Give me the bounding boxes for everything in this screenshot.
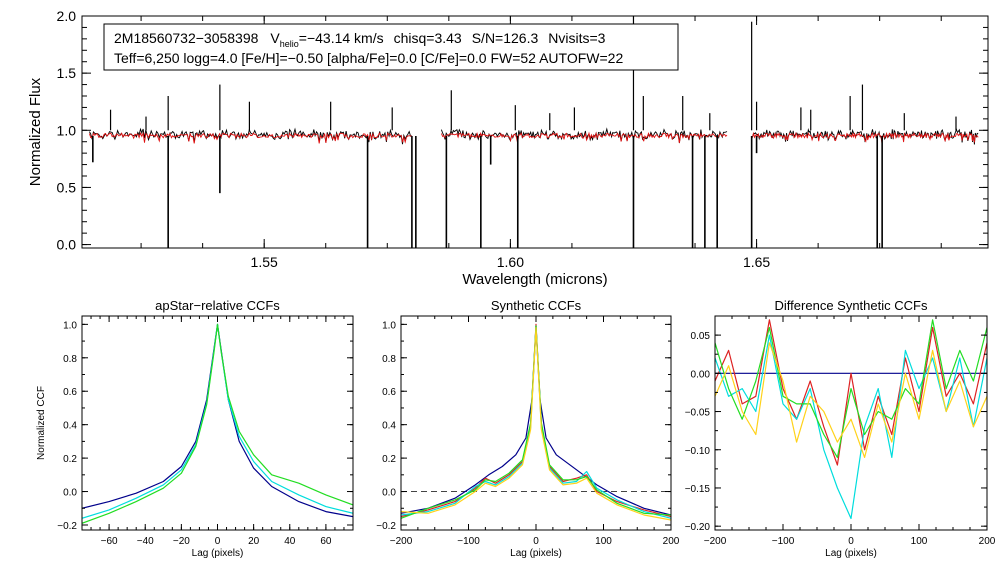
snr-value: S/N=126.3 [472, 30, 539, 46]
y-tick-label: −0.2 [57, 521, 77, 532]
star-id: 2M18560732−3058398 [114, 30, 259, 46]
x-axis-title: Lag (pixels) [510, 548, 562, 559]
plot-area [715, 319, 987, 520]
y-tick-label: 2.0 [57, 8, 77, 24]
y-tick-label: 0.6 [382, 387, 396, 398]
y-tick-label: 0.2 [382, 454, 396, 465]
model-spectrum-chip-1 [88, 131, 412, 144]
series-visit-3 [401, 325, 671, 519]
x-tick-label: 1.65 [743, 254, 770, 270]
y-tick-label: 0.2 [63, 454, 77, 465]
spectrum-panel: 1.55 1.60 1.65 0.0 0.5 1.0 1.5 2.0 Wavelength (m… [27, 8, 989, 288]
x-tick-label: 100 [911, 536, 928, 547]
y-tick-label: −0.2 [376, 521, 396, 532]
x-tick-label: −100 [772, 536, 795, 547]
y-tick-label: −0.05 [685, 408, 711, 419]
series-visit-4 [715, 342, 987, 458]
y-tick-label: 0.6 [63, 387, 77, 398]
legend-line-2: Teff=6,250 logg=4.0 [Fe/H]=−0.50 [alpha/… [114, 50, 623, 66]
x-tick-label: 1.60 [497, 254, 524, 270]
chisq-value: chisq=3.43 [394, 30, 462, 46]
x-tick-label: 20 [248, 536, 260, 547]
plot-area [82, 323, 353, 524]
synthetic-ccf-panel: −200 −100 0 100 200 −0.2 0.0 0.2 0.4 0.6 0.8 1.0 Syn… [376, 298, 680, 559]
series-visit-2 [715, 334, 987, 520]
y-tick-label: 1.0 [63, 320, 77, 331]
model-spectrum-chip-2 [440, 131, 728, 144]
series-visit-1 [715, 319, 987, 466]
observed-spectrum-chip-1 [89, 127, 413, 145]
y-tick-label: 0.05 [691, 331, 711, 342]
y-tick-label: −0.20 [685, 522, 711, 533]
y-tick-label: 0.00 [691, 369, 711, 380]
y-tick-label: 0.0 [57, 237, 77, 253]
vhelio-value: =−43.14 km/s [299, 30, 384, 46]
x-tick-label: −40 [137, 536, 154, 547]
series-template [401, 327, 671, 516]
y-tick-label: 0.0 [382, 488, 396, 499]
y-axis-title: Normalized CCF [36, 386, 47, 460]
y-tick-label: 0.5 [57, 179, 77, 195]
y-tick-label: 0.0 [63, 488, 77, 499]
x-tick-label: −100 [457, 536, 480, 547]
x-tick-label: 40 [284, 536, 296, 547]
x-tick-label: −20 [173, 536, 190, 547]
series-visit-1 [82, 323, 353, 518]
y-tick-label: −0.10 [685, 446, 711, 457]
x-tick-label: −60 [101, 536, 118, 547]
panel-title: apStar−relative CCFs [155, 298, 280, 313]
x-axis-title: Wavelength (microns) [462, 271, 607, 288]
y-tick-label: −0.15 [685, 484, 711, 495]
x-tick-label: 200 [979, 536, 996, 547]
plot-area [88, 16, 979, 248]
legend-line-1: 2M18560732−3058398 Vhelio=−43.14 km/s chis… [114, 30, 606, 49]
y-tick-label: 1.5 [57, 65, 77, 81]
difference-ccf-panel: −200 −100 0 100 200 −0.20 −0.15 −0.10 −0.05 0.00 0… [685, 298, 996, 559]
x-tick-label: 0 [215, 536, 221, 547]
axes-frame [714, 315, 988, 531]
x-axis-title: Lag (pixels) [825, 548, 877, 559]
series-visit-1 [401, 323, 671, 518]
x-tick-label: −200 [704, 536, 727, 547]
panel-title: Synthetic CCFs [491, 298, 582, 313]
series-visit-3 [82, 323, 353, 524]
y-tick-label: 1.0 [57, 122, 77, 138]
x-tick-label: 0 [848, 536, 854, 547]
y-axis-title: Normalized Flux [27, 77, 44, 186]
x-tick-label: 1.55 [251, 254, 278, 270]
y-tick-label: 0.4 [382, 421, 396, 432]
legend-box [103, 23, 679, 71]
model-spectrum-chip-3 [751, 131, 979, 143]
y-tick-label: 0.8 [63, 354, 77, 365]
x-tick-label: 60 [320, 536, 332, 547]
y-tick-label: 0.4 [63, 421, 77, 432]
x-tick-label: −200 [390, 536, 413, 547]
vhelio-subscript: helio [280, 39, 299, 49]
series-visit-2 [401, 325, 671, 519]
series-visit-3 [715, 319, 987, 458]
apstar-ccf-panel: −60 −40 −20 0 20 40 60 −0.2 0.0 0.2 0.4 0.6 0.8 1.0 ap… [36, 298, 354, 559]
vhelio-label: V [270, 30, 280, 46]
x-axis-title: Lag (pixels) [192, 548, 244, 559]
nvisits-value: Nvisits=3 [548, 30, 605, 46]
y-tick-label: 1.0 [382, 320, 396, 331]
x-tick-label: 100 [595, 536, 612, 547]
axes-frame [400, 315, 672, 531]
series-visit-4 [401, 327, 671, 521]
axes-frame [81, 15, 989, 249]
x-tick-label: 200 [663, 536, 680, 547]
x-tick-label: 0 [533, 536, 539, 547]
y-tick-label: 0.8 [382, 354, 396, 365]
plot-area [401, 323, 671, 521]
panel-title: Difference Synthetic CCFs [775, 298, 928, 313]
